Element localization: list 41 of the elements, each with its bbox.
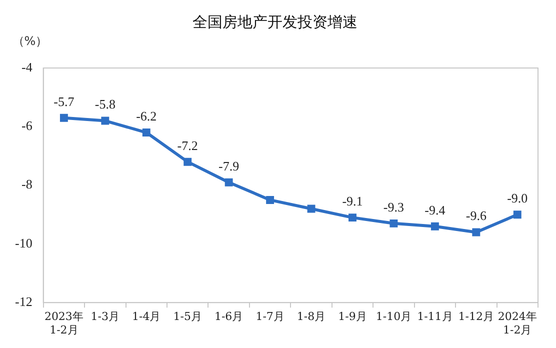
x-tick-label: 2024年 1-2月 — [498, 310, 537, 336]
point — [472, 228, 480, 236]
y-tick-label: -10 — [14, 235, 32, 250]
x-tick-label: 1-6月 — [214, 310, 244, 324]
data-label: -5.8 — [94, 96, 116, 112]
point — [390, 219, 398, 228]
data-label: -7.2 — [177, 138, 198, 153]
point — [513, 210, 522, 219]
data-label: -9.6 — [466, 208, 487, 224]
x-tick-label: 1-7月 — [256, 310, 284, 324]
x-tick-label: 1-5月 — [173, 310, 202, 324]
x-tick-label: 1-4月 — [132, 310, 161, 324]
data-label: -7.9 — [218, 158, 240, 174]
x-tick-label: 1-12月 — [458, 310, 494, 324]
point — [142, 128, 150, 136]
point — [266, 196, 274, 204]
point — [60, 114, 68, 122]
x-tick-label: 1-8月 — [296, 310, 326, 324]
data-label: -9.4 — [424, 202, 446, 218]
x-tick-label: 1-9月 — [338, 310, 367, 324]
y-axis-title: （%） — [12, 34, 48, 48]
x-tick-label: 2023年 1-2月 — [44, 310, 84, 336]
point — [184, 158, 192, 166]
point — [348, 214, 356, 222]
x-tick-label: 1-10月 — [376, 310, 412, 324]
point — [307, 204, 316, 213]
point — [101, 116, 110, 125]
y-tick-label: -12 — [14, 294, 32, 310]
x-tick-label: 1-11月 — [417, 310, 453, 324]
data-label: -5.7 — [54, 94, 75, 109]
y-tick-label: -8 — [21, 176, 32, 192]
data-label: -9.3 — [383, 199, 404, 214]
data-label: -9.1 — [342, 193, 363, 208]
chart-title: 全国房地产开发投资增速 — [192, 12, 358, 31]
data-label: -6.2 — [136, 108, 157, 124]
data-label: -9.0 — [507, 190, 528, 206]
x-tick-label: 1-3月 — [90, 310, 120, 324]
y-tick-label: -4 — [21, 59, 33, 74]
point — [224, 178, 233, 186]
y-tick-label: -6 — [21, 118, 33, 134]
point — [430, 222, 439, 230]
